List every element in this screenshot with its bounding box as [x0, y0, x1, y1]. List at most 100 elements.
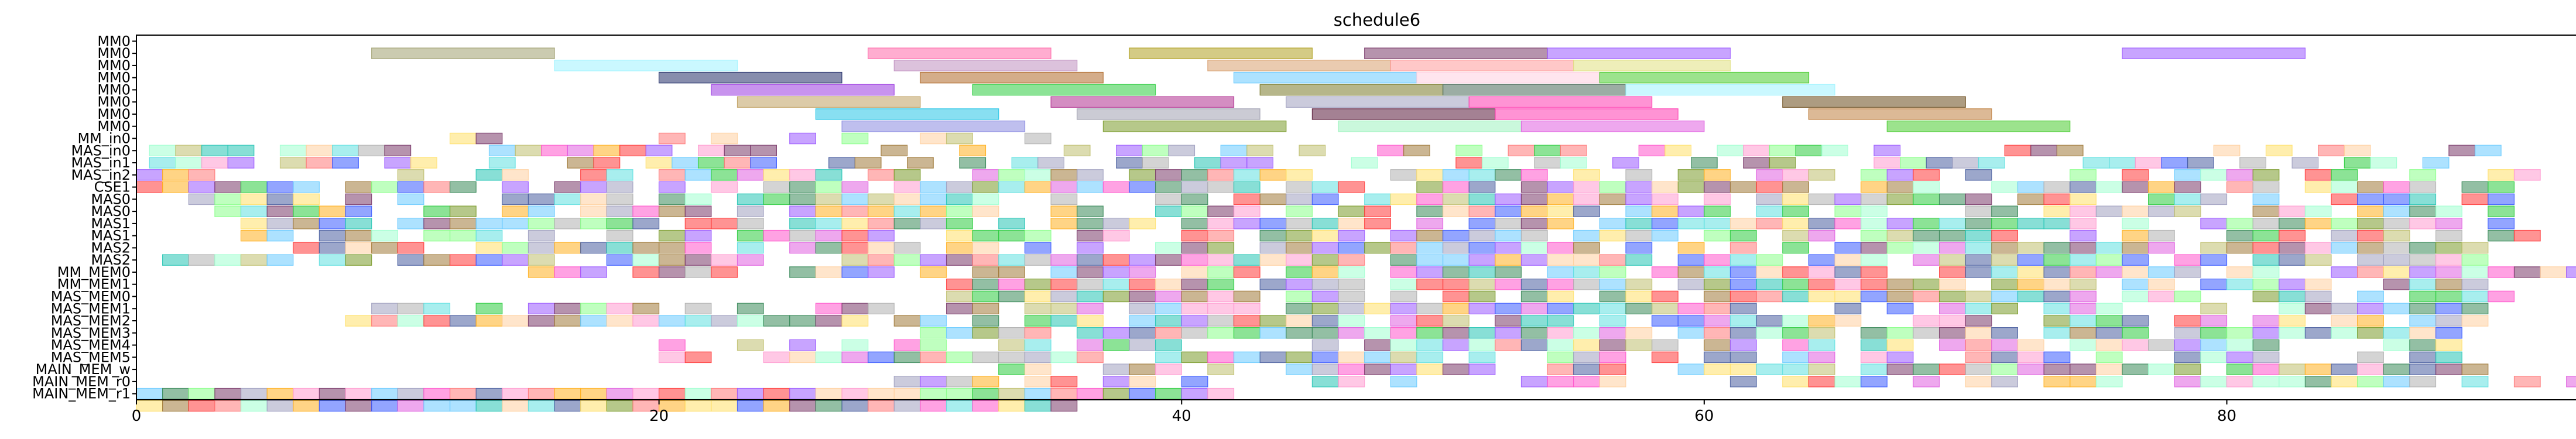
task-bar — [1102, 290, 1130, 303]
task-bar — [1286, 303, 1313, 314]
task-bar — [724, 157, 751, 169]
task-bar — [1520, 290, 1548, 303]
task-bar — [606, 181, 633, 193]
task-bar — [1782, 205, 1810, 217]
task-bar — [1861, 376, 1888, 387]
task-bar — [397, 193, 424, 205]
task-bar — [1913, 279, 1940, 290]
task-bar — [1677, 218, 1705, 229]
task-bar — [2252, 351, 2280, 363]
task-bar — [2043, 376, 2071, 387]
task-bar — [2435, 254, 2462, 266]
task-bar — [789, 181, 817, 193]
task-bar — [2043, 327, 2071, 339]
task-bar — [1599, 327, 1626, 339]
task-bar — [1704, 351, 1731, 363]
task-bar — [1443, 279, 1469, 290]
task-bar — [1886, 218, 1914, 229]
task-bar — [1782, 339, 1810, 351]
task-bar — [1652, 229, 1678, 242]
task-bar — [2409, 218, 2437, 229]
task-bar — [1181, 387, 1208, 400]
task-bar — [711, 132, 738, 145]
task-bar — [2435, 303, 2462, 314]
task-bar — [1207, 205, 1235, 217]
task-bar — [2070, 315, 2097, 327]
task-bar — [580, 387, 607, 400]
task-bar — [815, 229, 842, 242]
task-bar — [345, 229, 372, 242]
task-bar — [815, 400, 842, 412]
task-bar — [1443, 205, 1469, 217]
task-bar — [2017, 339, 2044, 351]
task-bar — [2435, 339, 2462, 351]
task-bar — [1834, 218, 1862, 229]
task-bar — [1625, 327, 1653, 339]
task-bar — [1077, 279, 1104, 290]
task-bar — [1729, 315, 1757, 327]
task-bar — [1129, 387, 1156, 400]
task-bar — [946, 242, 973, 254]
task-bar — [1390, 254, 1417, 266]
task-bar — [2174, 193, 2201, 205]
task-bar — [1652, 181, 1678, 193]
task-bar — [1704, 266, 1731, 278]
task-bar — [1782, 315, 1810, 327]
task-bar — [162, 400, 189, 412]
task-bar — [1024, 387, 1051, 400]
task-bar — [2461, 363, 2489, 375]
task-bar — [1808, 327, 1835, 339]
task-bar — [1050, 169, 1078, 181]
task-bar — [1102, 376, 1130, 387]
task-bar — [554, 60, 738, 71]
task-bar — [841, 303, 869, 314]
task-bar — [332, 145, 359, 157]
task-bar — [1729, 229, 1757, 242]
task-bar — [1808, 363, 1835, 375]
task-bar — [1311, 181, 1339, 193]
task-bar — [1390, 242, 1417, 254]
y-tick-label: MAIN_MEM_r0 — [32, 373, 131, 390]
task-bar — [2070, 279, 2097, 290]
task-bar — [1495, 169, 1522, 181]
task-bar — [1338, 279, 1365, 290]
task-bar — [1861, 181, 1888, 193]
task-bar — [384, 145, 412, 157]
task-bar — [2383, 303, 2410, 314]
task-bar — [1913, 376, 1940, 387]
plot-frame — [136, 35, 2576, 400]
task-bar — [711, 181, 738, 193]
task-bar — [1729, 303, 1757, 314]
task-bar — [1873, 145, 1901, 157]
task-bar — [1416, 169, 1444, 181]
task-bar — [1520, 205, 1548, 217]
task-bar — [1965, 339, 1992, 351]
task-bar — [1455, 145, 1483, 157]
task-bar — [475, 229, 503, 242]
task-bar — [868, 351, 895, 363]
task-bar — [1338, 327, 1365, 339]
task-bar — [2043, 254, 2071, 266]
task-bar — [1547, 205, 1574, 217]
task-bar — [1756, 169, 1783, 181]
task-bar — [1246, 157, 1274, 169]
task-bar — [1939, 242, 1966, 254]
task-bar — [1664, 145, 1692, 157]
task-bar — [1390, 327, 1417, 339]
task-bar — [2174, 205, 2201, 217]
task-bar — [2488, 205, 2515, 217]
task-bar — [475, 218, 503, 229]
task-bar — [2331, 229, 2358, 242]
task-bar — [1311, 351, 1339, 363]
task-bar — [2540, 266, 2567, 278]
task-bar — [2461, 254, 2489, 266]
task-bar — [841, 351, 869, 363]
task-bar — [1129, 363, 1156, 375]
task-bar — [1364, 218, 1391, 229]
task-bar — [2357, 351, 2384, 363]
task-bar — [1286, 254, 1313, 266]
task-bar — [2383, 205, 2410, 217]
task-bar — [593, 157, 621, 169]
task-bar — [1468, 205, 1496, 217]
task-bar — [1207, 218, 1235, 229]
